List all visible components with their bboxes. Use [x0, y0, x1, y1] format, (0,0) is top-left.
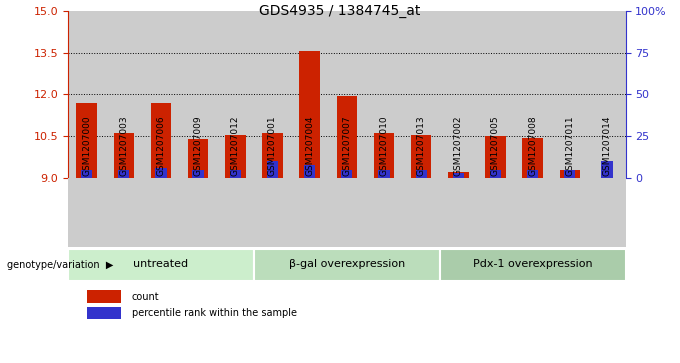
Bar [151, 103, 171, 178]
Bar [76, 103, 97, 178]
Text: Pdx-1 overexpression: Pdx-1 overexpression [473, 259, 592, 269]
Bar [142, 11, 180, 178]
Bar [180, 11, 217, 178]
Text: count: count [132, 292, 159, 302]
Text: genotype/variation  ▶: genotype/variation ▶ [7, 260, 113, 270]
Bar [551, 11, 588, 178]
Bar [118, 170, 129, 178]
Bar [486, 136, 506, 178]
Bar [601, 161, 613, 178]
Bar [374, 133, 394, 178]
Bar [114, 133, 134, 178]
Bar [192, 170, 204, 178]
Bar [453, 173, 464, 178]
Bar [527, 170, 539, 178]
Bar [87, 290, 120, 303]
Bar [254, 249, 440, 281]
Text: β-gal overexpression: β-gal overexpression [289, 259, 405, 269]
Bar [180, 178, 217, 247]
Bar [365, 11, 403, 178]
Bar [440, 11, 477, 178]
Bar [477, 11, 514, 178]
Bar [254, 178, 291, 247]
Bar [415, 170, 427, 178]
Bar [411, 135, 431, 178]
Bar [188, 139, 208, 178]
Bar [299, 51, 320, 178]
Bar [267, 161, 278, 178]
Bar [522, 138, 543, 178]
Bar [291, 178, 328, 247]
Bar [564, 170, 575, 178]
Bar [68, 249, 254, 281]
Bar [254, 11, 291, 178]
Bar [217, 11, 254, 178]
Bar [230, 170, 241, 178]
Bar [588, 11, 626, 178]
Bar [403, 178, 440, 247]
Bar [560, 170, 580, 178]
Bar [155, 168, 167, 178]
Text: GDS4935 / 1384745_at: GDS4935 / 1384745_at [259, 4, 421, 18]
Bar [87, 307, 120, 319]
Bar [328, 178, 365, 247]
Bar [440, 178, 477, 247]
Bar [341, 170, 352, 178]
Bar [365, 178, 403, 247]
Bar [337, 96, 357, 178]
Bar [378, 170, 390, 178]
Bar [448, 172, 469, 178]
Bar [291, 11, 328, 178]
Bar [328, 11, 365, 178]
Bar [477, 178, 514, 247]
Bar [514, 178, 551, 247]
Bar [403, 11, 440, 178]
Bar [262, 133, 283, 178]
Bar [304, 164, 316, 178]
Text: untreated: untreated [133, 259, 188, 269]
Text: percentile rank within the sample: percentile rank within the sample [132, 308, 296, 318]
Bar [440, 249, 626, 281]
Bar [142, 178, 180, 247]
Bar [68, 11, 105, 178]
Bar [105, 178, 142, 247]
Bar [551, 178, 588, 247]
Bar [81, 170, 92, 178]
Bar [68, 178, 105, 247]
Bar [490, 170, 501, 178]
Bar [105, 11, 142, 178]
Bar [225, 135, 245, 178]
Bar [217, 178, 254, 247]
Bar [588, 178, 626, 247]
Bar [514, 11, 551, 178]
